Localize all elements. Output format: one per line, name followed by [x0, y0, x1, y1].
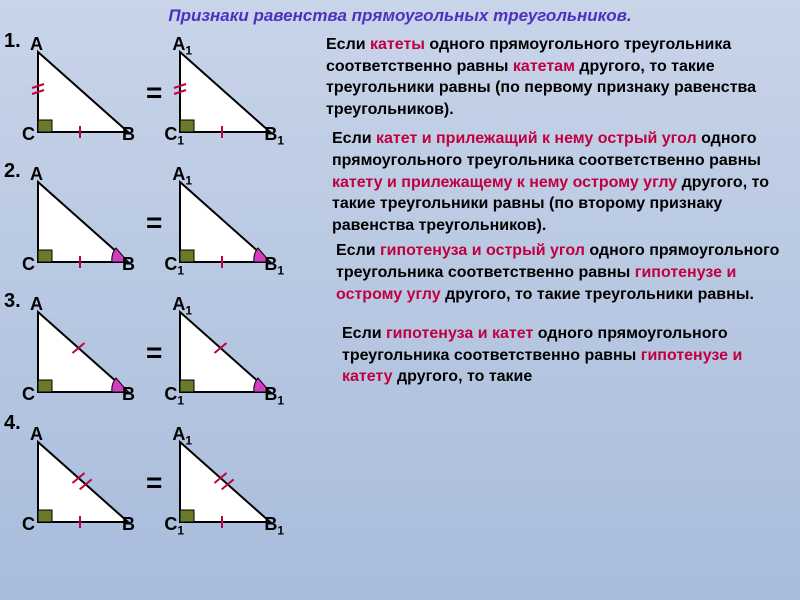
triangle-diagram: A C B [28, 302, 138, 404]
triangle-pair: A C B = A1 C1 B1 [28, 432, 280, 534]
vertex-label-b: B [122, 514, 135, 535]
row-number: 1. [4, 30, 21, 53]
theorem-highlight: гипотенуза и катет [386, 325, 533, 342]
theorem-text: Если гипотенуза и острый угол одного пря… [336, 240, 780, 305]
theorem-plain: Если [342, 325, 386, 342]
vertex-label-b: B1 [264, 254, 284, 278]
triangle-diagram: A1 C1 B1 [170, 42, 280, 144]
triangle-diagram: A1 C1 B1 [170, 302, 280, 404]
theorem-text: Если гипотенуза и катет одного прямоугол… [342, 323, 780, 388]
vertex-label-c: C [22, 514, 35, 535]
vertex-label-a: A1 [172, 34, 192, 58]
theorem-text: Если катет и прилежащий к нему острый уг… [332, 128, 780, 236]
vertex-label-b: B1 [264, 384, 284, 408]
diagram-row: 4. A C B = A1 C1 B1 [0, 420, 320, 550]
page-title: Признаки равенства прямоугольных треугол… [0, 0, 800, 30]
equals-sign: = [146, 77, 162, 109]
row-number: 3. [4, 290, 21, 313]
vertex-label-a: A [30, 34, 43, 55]
vertex-label-c: C1 [164, 384, 184, 408]
vertex-label-c: C [22, 124, 35, 145]
vertex-label-b: B1 [264, 124, 284, 148]
triangle-diagram: A C B [28, 172, 138, 274]
vertex-label-b: B [122, 254, 135, 275]
main-content: 1. A C B = A1 C1 B1 2. A C B [0, 30, 800, 550]
theorem-plain: Если [326, 36, 370, 53]
diagram-row: 1. A C B = A1 C1 B1 [0, 30, 320, 160]
vertex-label-c: C [22, 254, 35, 275]
vertex-label-a: A [30, 294, 43, 315]
theorems-column: Если катеты одного прямоугольного треуго… [320, 30, 790, 550]
equals-sign: = [146, 337, 162, 369]
vertex-label-c: C1 [164, 124, 184, 148]
theorem-highlight: гипотенуза и острый угол [380, 242, 585, 259]
triangle-diagram: A C B [28, 42, 138, 144]
row-number: 2. [4, 160, 21, 183]
theorem-plain: Если [336, 242, 380, 259]
diagram-row: 3. A C B = A1 C1 B1 [0, 290, 320, 420]
theorem-highlight: катеты [370, 36, 425, 53]
vertex-label-b: B [122, 384, 135, 405]
theorem-plain: Если [332, 130, 376, 147]
triangle-pair: A C B = A1 C1 B1 [28, 42, 280, 144]
vertex-label-a: A [30, 424, 43, 445]
vertex-label-b: B1 [264, 514, 284, 538]
diagram-row: 2. A C B = A1 C1 B1 [0, 160, 320, 290]
theorem-highlight: катет и прилежащий к нему острый угол [376, 130, 697, 147]
equals-sign: = [146, 207, 162, 239]
vertex-label-b: B [122, 124, 135, 145]
triangle-diagram: A1 C1 B1 [170, 172, 280, 274]
theorem-highlight: катетам [513, 58, 575, 75]
vertex-label-c: C1 [164, 254, 184, 278]
triangle-diagram: A C B [28, 432, 138, 534]
vertex-label-c: C [22, 384, 35, 405]
triangle-pair: A C B = A1 C1 B1 [28, 302, 280, 404]
row-number: 4. [4, 412, 21, 435]
triangle-pair: A C B = A1 C1 B1 [28, 172, 280, 274]
theorem-plain: другого, то такие треугольники равны. [441, 286, 754, 303]
triangle-diagram: A1 C1 B1 [170, 432, 280, 534]
diagrams-column: 1. A C B = A1 C1 B1 2. A C B [0, 30, 320, 550]
vertex-label-a: A1 [172, 164, 192, 188]
vertex-label-c: C1 [164, 514, 184, 538]
theorem-highlight: катету и прилежащему к нему острому углу [332, 174, 677, 191]
vertex-label-a: A1 [172, 294, 192, 318]
vertex-label-a: A1 [172, 424, 192, 448]
vertex-label-a: A [30, 164, 43, 185]
theorem-plain: другого, то такие [393, 368, 533, 385]
equals-sign: = [146, 467, 162, 499]
theorem-text: Если катеты одного прямоугольного треуго… [326, 34, 780, 120]
